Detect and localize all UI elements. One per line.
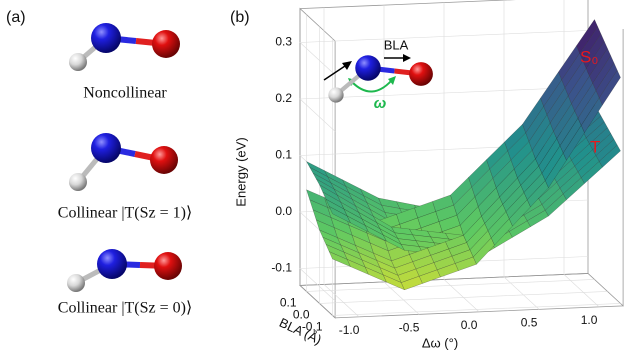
z-tick-label: 0.2: [275, 91, 292, 105]
panel-label: (b): [230, 9, 250, 26]
molecules: [67, 23, 182, 292]
y-tick-label: -0.1: [302, 320, 323, 334]
inset: BLA ω: [323, 37, 433, 112]
x-axis-label: Δω (°): [422, 335, 458, 350]
z-tick-label: 0.3: [275, 35, 292, 49]
x-tick-label: 1.0: [581, 313, 598, 327]
x-tick-label: 0.5: [521, 316, 538, 330]
atom-n: [91, 133, 121, 163]
x-tick-label: -0.5: [399, 321, 420, 335]
surface-plot: -0.10.00.10.20.3-1.0 -0.5 0.0 0.5 1.00.10.0-…: [233, 0, 625, 350]
arrow: [323, 63, 349, 81]
inset-label: BLA: [384, 37, 409, 52]
grid-line: [443, 2, 480, 313]
caption: Collinear |T(Sz = 0)⟩: [58, 300, 192, 317]
grid-line: [299, 86, 589, 132]
series-label: S₀: [580, 47, 598, 66]
grid-line: [383, 5, 420, 315]
grid-line: [503, 0, 540, 310]
y-tick-label: 0.1: [280, 296, 297, 310]
surface-patch: [599, 69, 621, 106]
atom-o: [154, 252, 182, 280]
atom-o: [152, 30, 180, 58]
atom-h: [328, 87, 344, 103]
inset-label: ω: [374, 95, 387, 112]
atom-n: [355, 55, 381, 81]
grid-line: [319, 26, 608, 304]
z-tick-label: 0.1: [275, 148, 292, 162]
atom-o: [150, 146, 178, 174]
angle-arc: [351, 79, 393, 93]
atom-h: [69, 53, 87, 71]
arrow-head: [342, 61, 352, 70]
grid-line: [323, 7, 360, 318]
caption: Collinear |T(Sz = 1)⟩: [58, 205, 192, 222]
z-tick-label: 0.0: [275, 204, 292, 218]
surface-patch: [599, 144, 621, 168]
atom-n: [91, 23, 121, 53]
grid-line: [299, 30, 589, 76]
atom-h: [67, 274, 85, 292]
grid-line: [299, 256, 589, 302]
atom-h: [69, 173, 87, 191]
panel-label: (a): [6, 9, 26, 26]
arrow-head: [388, 76, 396, 85]
series-label: T: [590, 137, 600, 156]
atom-o: [409, 62, 433, 86]
atom-n: [97, 249, 127, 279]
z-tick-label: -0.1: [271, 261, 292, 275]
floor: [299, 273, 625, 319]
x-tick-label: 0.0: [461, 318, 478, 332]
grid-line: [332, 38, 621, 316]
side-wall: [299, 7, 336, 319]
grid-line: [306, 14, 595, 292]
caption: Noncollinear: [83, 85, 167, 102]
arrow-head: [403, 54, 411, 62]
z-axis-label: Energy (eV): [233, 137, 248, 206]
y-tick-label: 0.0: [293, 308, 310, 322]
x-tick-label: -1.0: [339, 323, 360, 337]
